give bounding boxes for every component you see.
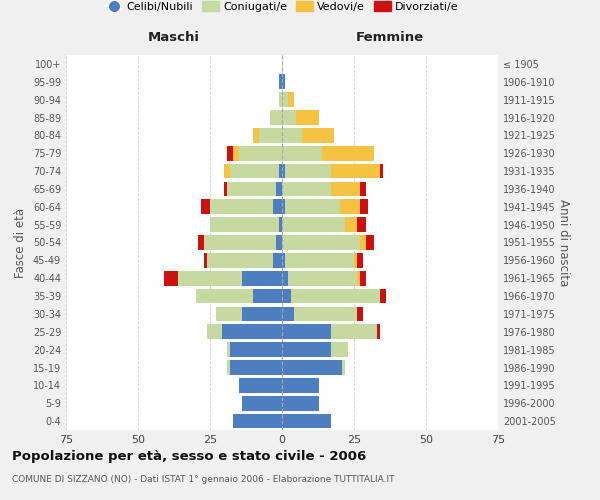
Bar (227, 182, 276, 196)
Bar (271, 110, 282, 125)
Bar (357, 306, 362, 322)
Bar (340, 200, 360, 214)
Bar (274, 200, 282, 214)
Bar (282, 146, 322, 160)
Bar (210, 218, 279, 232)
Bar (282, 289, 290, 304)
Bar (210, 200, 274, 214)
Bar (331, 164, 380, 178)
Bar (331, 342, 348, 357)
Bar (360, 200, 368, 214)
Bar (282, 128, 302, 142)
Bar (207, 253, 274, 268)
Bar (224, 164, 230, 178)
Bar (230, 360, 282, 375)
Bar (276, 235, 282, 250)
Text: Popolazione per età, sesso e stato civile - 2006: Popolazione per età, sesso e stato civil… (12, 450, 366, 463)
Bar (204, 235, 276, 250)
Bar (354, 253, 357, 268)
Bar (227, 342, 230, 357)
Bar (274, 253, 282, 268)
Bar (227, 360, 230, 375)
Bar (331, 324, 377, 339)
Bar (230, 164, 279, 178)
Bar (199, 235, 204, 250)
Bar (227, 146, 233, 160)
Bar (242, 271, 282, 285)
Bar (242, 306, 282, 322)
Bar (282, 235, 360, 250)
Bar (360, 182, 365, 196)
Bar (357, 253, 362, 268)
Bar (221, 324, 282, 339)
Text: COMUNE DI SIZZANO (NO) - Dati ISTAT 1° gennaio 2006 - Elaborazione TUTTITALIA.IT: COMUNE DI SIZZANO (NO) - Dati ISTAT 1° g… (12, 475, 395, 484)
Bar (380, 289, 386, 304)
Bar (331, 182, 360, 196)
Bar (242, 396, 282, 410)
Bar (259, 128, 282, 142)
Bar (322, 146, 374, 160)
Bar (282, 182, 331, 196)
Bar (282, 200, 285, 214)
Bar (164, 271, 178, 285)
Bar (282, 110, 296, 125)
Bar (282, 324, 331, 339)
Bar (343, 360, 346, 375)
Bar (233, 146, 239, 160)
Bar (204, 253, 207, 268)
Bar (282, 396, 319, 410)
Bar (233, 414, 282, 428)
Bar (282, 414, 331, 428)
Bar (285, 253, 354, 268)
Bar (346, 218, 357, 232)
Bar (239, 378, 282, 392)
Bar (276, 182, 282, 196)
Bar (282, 74, 285, 89)
Bar (285, 164, 331, 178)
Bar (285, 200, 340, 214)
Text: Femmine: Femmine (356, 32, 424, 44)
Bar (290, 289, 380, 304)
Bar (178, 271, 242, 285)
Bar (253, 128, 259, 142)
Text: Maschi: Maschi (148, 32, 200, 44)
Bar (282, 378, 319, 392)
Bar (357, 271, 360, 285)
Bar (380, 164, 383, 178)
Bar (377, 324, 380, 339)
Bar (296, 110, 319, 125)
Bar (202, 200, 210, 214)
Bar (230, 342, 282, 357)
Legend: Celibi/Nubili, Coniugati/e, Vedovi/e, Divorziati/e: Celibi/Nubili, Coniugati/e, Vedovi/e, Di… (101, 0, 463, 16)
Bar (282, 253, 285, 268)
Bar (207, 324, 221, 339)
Bar (365, 235, 374, 250)
Bar (196, 289, 253, 304)
Bar (282, 306, 293, 322)
Bar (279, 74, 282, 89)
Bar (288, 92, 293, 107)
Bar (239, 146, 282, 160)
Bar (288, 271, 357, 285)
Bar (279, 218, 282, 232)
Y-axis label: Anni di nascita: Anni di nascita (557, 199, 569, 286)
Bar (360, 271, 365, 285)
Bar (282, 342, 331, 357)
Bar (224, 182, 227, 196)
Bar (279, 164, 282, 178)
Bar (360, 235, 365, 250)
Y-axis label: Fasce di età: Fasce di età (14, 208, 27, 278)
Bar (282, 164, 285, 178)
Bar (293, 306, 357, 322)
Bar (282, 360, 343, 375)
Bar (302, 128, 334, 142)
Bar (216, 306, 242, 322)
Bar (282, 218, 346, 232)
Bar (357, 218, 365, 232)
Bar (279, 92, 282, 107)
Bar (282, 92, 288, 107)
Bar (253, 289, 282, 304)
Bar (282, 271, 288, 285)
